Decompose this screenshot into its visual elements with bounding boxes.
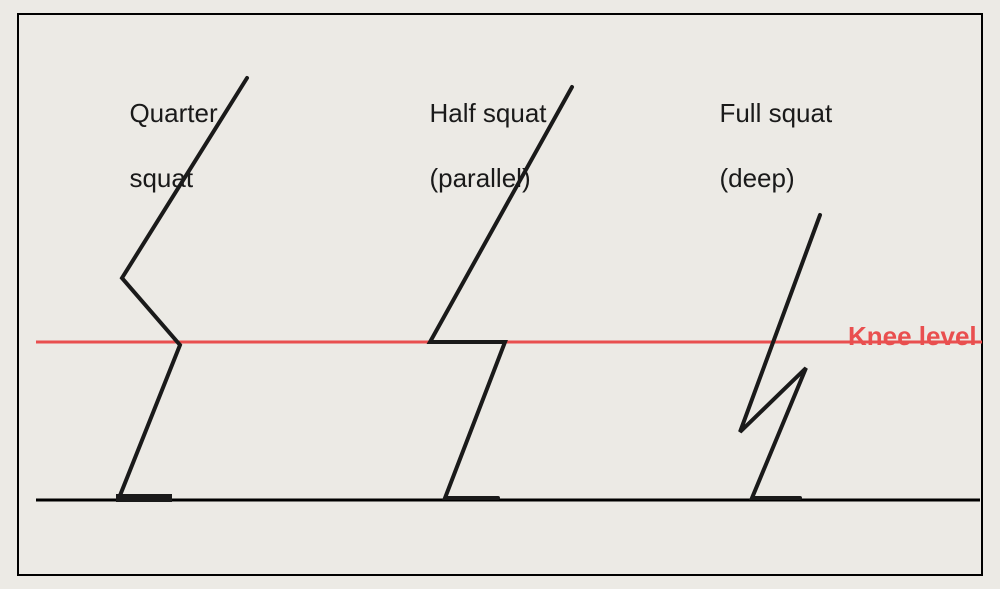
full-squat-figure (740, 215, 820, 498)
full-squat-label: Full squat (deep) (705, 64, 832, 194)
label-line: Half squat (429, 98, 546, 128)
label-line: (parallel) (429, 163, 530, 193)
label-line: Full squat (719, 98, 832, 128)
label-line: (deep) (719, 163, 794, 193)
half-squat-label: Half squat (parallel) (415, 64, 547, 194)
quarter-squat-label: Quarter squat (115, 64, 218, 194)
label-line: Quarter (129, 98, 217, 128)
knee-level-label: Knee level (848, 323, 977, 349)
label-line: squat (129, 163, 193, 193)
